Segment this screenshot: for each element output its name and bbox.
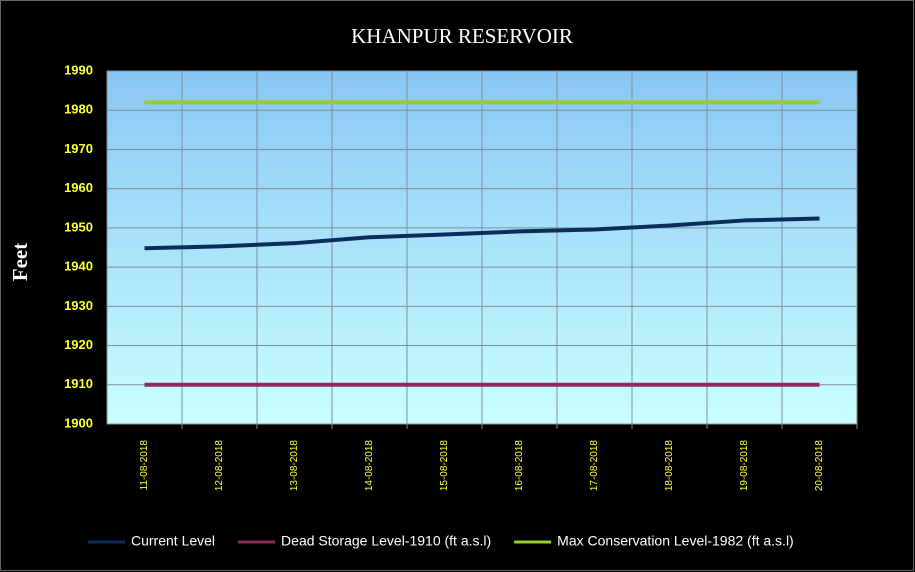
y-tick-label: 1970	[64, 141, 93, 156]
x-tick-label: 14-08-2018	[364, 440, 375, 492]
legend-label: Dead Storage Level-1910 (ft a.s.l)	[281, 533, 491, 549]
x-tick-label: 17-08-2018	[589, 440, 600, 492]
y-tick-label: 1930	[64, 298, 93, 313]
y-tick-label: 1910	[64, 376, 93, 391]
x-tick-label: 12-08-2018	[214, 440, 225, 492]
x-tick-label: 13-08-2018	[289, 440, 300, 492]
y-tick-label: 1900	[64, 415, 93, 430]
x-tick-label: 20-08-2018	[814, 440, 825, 492]
x-tick-label: 16-08-2018	[514, 440, 525, 492]
chart-title: KHANPUR RESERVOIR	[351, 24, 573, 48]
y-tick-label: 1960	[64, 180, 93, 195]
y-tick-label: 1950	[64, 219, 93, 234]
x-tick-label: 19-08-2018	[739, 440, 750, 492]
y-tick-label: 1990	[64, 62, 93, 77]
y-axis-label: Feet	[8, 243, 32, 281]
y-tick-label: 1920	[64, 337, 93, 352]
x-tick-label: 11-08-2018	[139, 440, 150, 491]
legend-label: Current Level	[131, 533, 215, 549]
x-tick-label: 15-08-2018	[439, 440, 450, 492]
series-line	[144, 216, 820, 251]
legend-label: Max Conservation Level-1982 (ft a.s.l)	[557, 533, 794, 549]
x-tick-label: 18-08-2018	[664, 440, 675, 492]
y-tick-label: 1940	[64, 259, 93, 274]
y-tick-label: 1980	[64, 102, 93, 117]
